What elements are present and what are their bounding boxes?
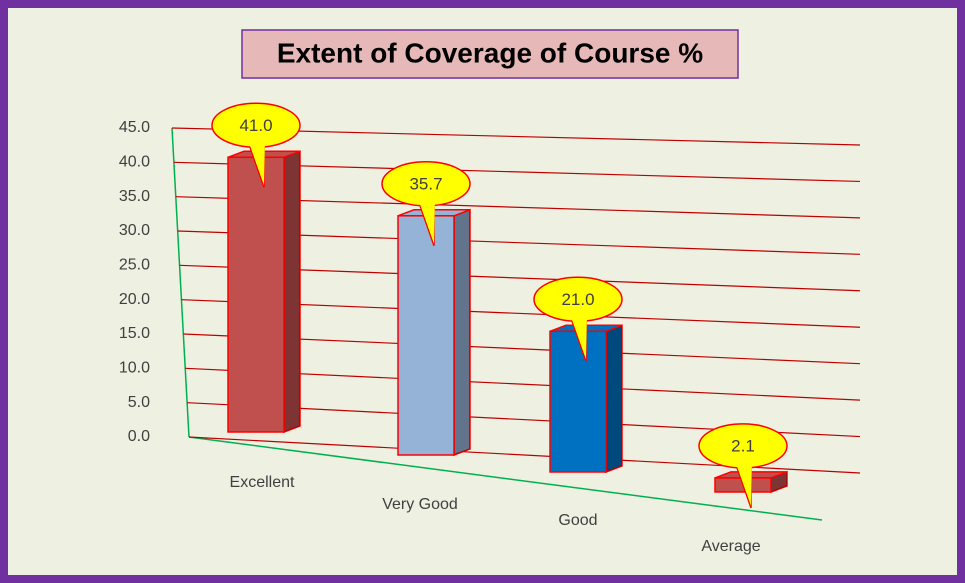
- data-label: 35.7: [409, 174, 442, 193]
- callout: [734, 457, 752, 506]
- x-tick-label: Very Good: [382, 496, 458, 513]
- y-tick-label: 20.0: [119, 291, 150, 308]
- y-tick-label: 30.0: [119, 222, 150, 239]
- data-label: 41.0: [239, 116, 272, 135]
- bar: [227, 156, 285, 433]
- chart-title: Extent of Coverage of Course %: [277, 37, 703, 68]
- data-label: 2.1: [731, 436, 755, 455]
- bar-side-shade: [454, 209, 470, 455]
- y-tick-label: 0.0: [128, 428, 150, 445]
- y-tick-label: 40.0: [119, 154, 150, 171]
- y-tick-label: 45.0: [119, 119, 150, 136]
- y-tick-label: 5.0: [128, 394, 150, 411]
- x-tick-label: Excellent: [230, 474, 295, 491]
- callout: [569, 311, 587, 360]
- data-label: 21.0: [561, 290, 594, 309]
- title-box: [241, 29, 739, 79]
- bar-side-shade: [606, 325, 622, 472]
- y-axis: [171, 127, 190, 438]
- x-tick-label: Good: [558, 512, 597, 529]
- bar: [397, 215, 455, 456]
- x-tick-label: Average: [701, 538, 760, 555]
- y-tick-label: 25.0: [119, 257, 150, 274]
- bar: [549, 330, 607, 473]
- y-tick-label: 35.0: [119, 188, 150, 205]
- callout: [417, 195, 435, 244]
- callout: [247, 137, 265, 186]
- y-tick-label: 15.0: [119, 325, 150, 342]
- bar-side-shade: [284, 151, 300, 433]
- floor-axis: [188, 436, 823, 521]
- y-tick-label: 10.0: [119, 360, 150, 377]
